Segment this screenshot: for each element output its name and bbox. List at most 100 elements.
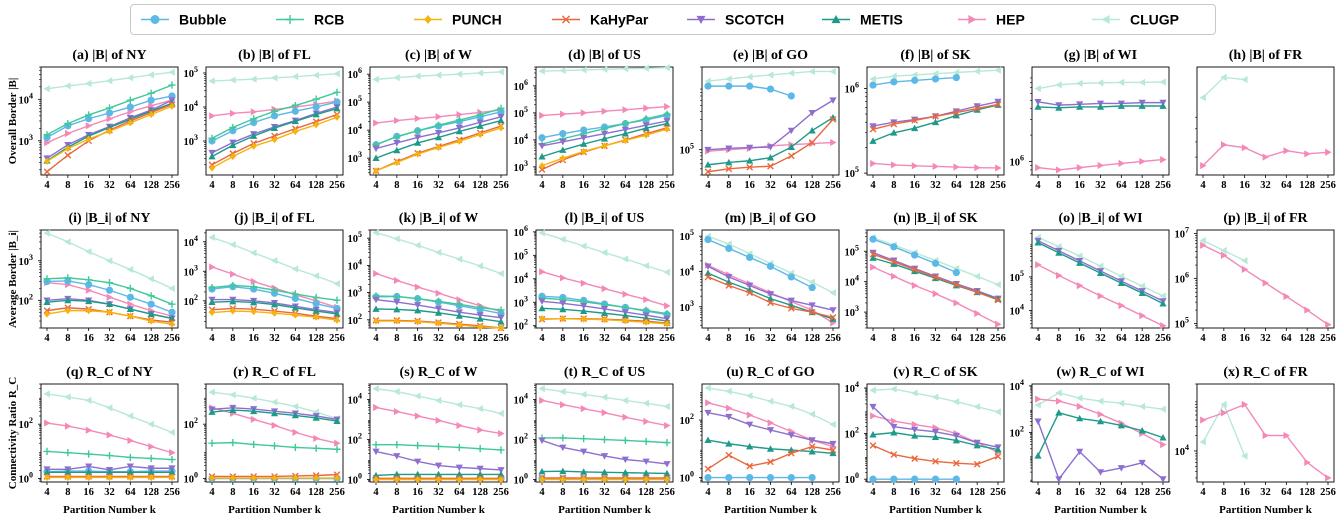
data-point <box>911 117 919 124</box>
y-tick-exponent: 3 <box>194 263 198 272</box>
chart-title: (f) |B| of SK <box>900 48 970 63</box>
data-point <box>829 315 837 322</box>
data-point <box>105 286 114 294</box>
data-point <box>931 75 940 83</box>
panel-g: (g) |B| of WI 4 8 16 32 64 128 256 10 6 <box>1010 48 1171 191</box>
series-metis <box>538 467 671 477</box>
series-clugp <box>538 229 670 276</box>
x-tick-label: 32 <box>433 333 444 344</box>
x-tick-label: 128 <box>804 333 820 344</box>
legend-marker <box>424 15 432 24</box>
data-point <box>85 450 93 458</box>
x-tick-label: 32 <box>599 487 610 498</box>
legend-label: SCOTCH <box>725 12 784 28</box>
legend-label: METIS <box>860 12 903 28</box>
data-point <box>787 69 795 77</box>
data-point <box>952 432 960 440</box>
x-tick-label: 8 <box>394 487 399 498</box>
data-point <box>766 295 775 302</box>
data-point <box>372 441 380 449</box>
data-point <box>642 399 650 407</box>
data-point <box>1034 401 1041 409</box>
series-metis <box>208 297 341 317</box>
series-bubble <box>43 277 176 316</box>
data-point <box>538 437 546 445</box>
data-point <box>393 146 401 154</box>
data-point <box>869 249 877 257</box>
x-tick-label: 16 <box>412 487 423 498</box>
data-point <box>931 259 940 267</box>
y-tick-exponent: 7 <box>1185 226 1189 235</box>
data-point <box>621 456 629 464</box>
x-tick-label: 256 <box>329 333 345 344</box>
x-tick-label: 16 <box>412 180 423 191</box>
data-point <box>85 248 92 256</box>
data-point <box>334 113 340 121</box>
chart-title: (v) R_C of SK <box>893 365 977 380</box>
y-tick-label: 10 <box>1175 275 1186 286</box>
x-tick-label: 256 <box>329 487 345 498</box>
data-point <box>334 474 340 482</box>
data-point <box>787 143 795 150</box>
data-point <box>767 419 775 427</box>
data-point <box>539 162 545 170</box>
data-point <box>1076 259 1084 266</box>
x-tick-label: 16 <box>744 180 755 191</box>
data-point <box>869 137 877 144</box>
data-point <box>994 452 1002 460</box>
series-punch <box>539 315 670 328</box>
x-tick-label: 32 <box>1260 333 1271 344</box>
x-tick-label: 16 <box>1239 180 1250 191</box>
x-tick-label: 256 <box>825 180 841 191</box>
data-point <box>890 451 898 458</box>
series-clugp <box>1034 389 1166 413</box>
y-tick-exponent: 2 <box>358 432 362 441</box>
data-point <box>1262 279 1270 287</box>
data-point <box>147 292 155 300</box>
data-point <box>538 153 546 160</box>
data-point <box>434 297 443 305</box>
data-point <box>291 117 299 125</box>
data-point <box>642 64 650 72</box>
y-tick-exponent: 4 <box>524 132 528 141</box>
x-tick-label: 128 <box>1134 333 1150 344</box>
data-point <box>333 70 340 78</box>
data-point <box>869 386 876 394</box>
x-tick-label: 8 <box>560 487 565 498</box>
x-tick-label: 32 <box>1095 333 1106 344</box>
data-point <box>704 465 712 473</box>
y-tick-exponent: 6 <box>358 66 362 75</box>
x-tick-label: 64 <box>454 487 465 498</box>
data-point <box>209 308 215 317</box>
x-tick-label: 8 <box>1221 487 1226 498</box>
data-point <box>43 468 51 476</box>
data-point <box>1034 84 1041 93</box>
data-point <box>890 417 898 425</box>
data-point <box>497 116 505 124</box>
data-point <box>85 111 93 119</box>
data-point <box>414 318 421 326</box>
data-point <box>725 244 733 253</box>
series-hep <box>373 403 505 438</box>
row-label: Connectivity Ratio R_C <box>7 377 19 489</box>
data-point <box>766 154 775 161</box>
data-point <box>312 444 320 452</box>
data-point <box>455 70 463 78</box>
x-tick-label: 64 <box>454 333 465 344</box>
data-point <box>44 139 51 147</box>
y-tick-label: 10 <box>514 396 525 407</box>
y-tick-exponent: 0 <box>194 471 198 480</box>
data-point <box>787 402 795 410</box>
y-tick-exponent: 3 <box>29 253 33 262</box>
x-tick-label: 4 <box>1035 180 1041 191</box>
panel-h: (h) |B| of FR 4 8 16 32 64 128 256 <box>1195 48 1336 191</box>
data-point <box>373 475 379 484</box>
data-point <box>725 404 733 412</box>
legend-label: CLUGP <box>1130 12 1179 28</box>
series-punch <box>373 475 504 484</box>
x-tick-label: 4 <box>870 487 876 498</box>
data-point <box>64 238 71 246</box>
data-point <box>931 433 940 440</box>
